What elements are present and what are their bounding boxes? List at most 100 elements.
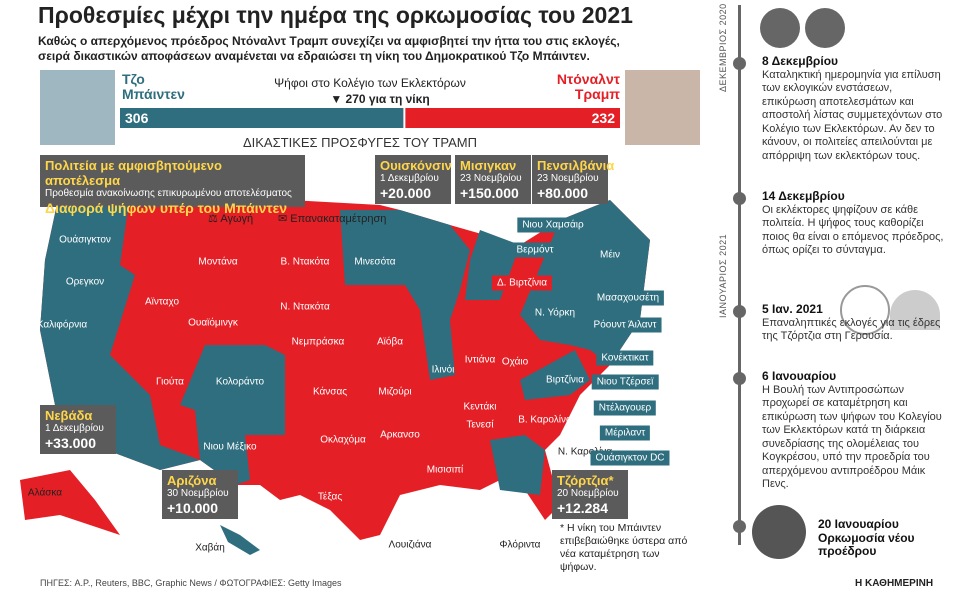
footnote: * Η νίκη του Μπάιντεν επιβεβαιώθηκε ύστε… [560,522,688,573]
month-label: ΔΕΚΕΜΒΡΙΟΣ 2020 [718,3,728,92]
state-label: Ιντιάνα [464,354,496,366]
state-label: Αρκανσο [380,429,420,441]
state-label: Αϊνταχο [144,296,180,308]
state-label: Ντέλαγουερ [593,400,657,416]
presidential-seal [752,505,806,559]
contested-margin: +20.000 [380,185,431,201]
state-label: Νιου Τζέρσεϊ [591,374,659,390]
timeline-event: 14 Δεκεμβρίου Οι εκλέκτορες ψηφίζουν σε κ… [762,189,947,258]
state-label: Μιζούρι [378,386,412,398]
state-label: Ουαϊόμινγκ [188,317,238,329]
key-title: Πολιτεία με αμφισβητούμενο αποτέλεσμα [45,158,222,188]
event-date: 20 Ιανουαρίου [818,517,899,531]
key-deadline: Προθεσμία ανακοίνωσης επικυρωμένου αποτε… [45,188,292,199]
state-label: Μινεσότα [354,256,396,268]
timeline-event: 6 Ιανουαρίου Η Βουλή των Αντιπροσώπων προ… [762,369,947,492]
contested-deadline: 20 Νοεμβρίου [557,488,619,499]
state-label: Ουάσιγκτον DC [590,450,670,466]
key-box: Πολιτεία με αμφισβητούμενο αποτέλεσμα Πρ… [40,155,305,216]
map-west [40,190,200,470]
lawsuit-icon [760,8,800,48]
timeline-dot [733,192,746,205]
state-label: Λουιζιάνα [388,539,432,551]
state-label: Ν. Ντακότα [280,301,330,313]
contested-box: Αριζόνα 30 Νοεμβρίου +10.000 [162,470,238,519]
state-label: Γιούτα [156,376,184,388]
contested-deadline: 30 Νοεμβρίου [167,488,229,499]
key-recount-label: Επανακαταμέτρηση [290,213,387,225]
contested-margin: +33.000 [45,435,96,451]
tally-caption: Ψήφοι στο Κολέγιο των Εκλεκτόρων [274,76,466,90]
contested-state: Πενσιλβάνια [537,158,615,173]
map-georgia [490,435,545,495]
event-text: Η Βουλή των Αντιπροσώπων προχωρεί σε κατ… [762,383,942,491]
contested-box: Τζόρτζια* 20 Νοεμβρίου +12.284 [552,470,628,519]
state-label: Αϊόβα [377,336,403,348]
contested-state: Μισιγκαν [460,158,517,173]
state-label: Μασαχουσέτη [591,290,665,306]
contested-box: Πενσιλβάνια 23 Νοεμβρίου +80.000 [532,155,615,204]
key-recount: ✉ Επανακαταμέτρηση [278,213,387,225]
contested-deadline: 23 Νοεμβρίου [537,173,599,184]
state-label: Β. Καρολίνα [518,414,572,426]
state-label: Καλιφόρνια [36,319,88,331]
event-text: Ορκωμοσία νέου προέδρου [818,530,915,558]
state-label: Αλάσκα [27,487,63,499]
timeline-event: 20 Ιανουαρίου Ορκωμοσία νέου προέδρου [818,517,938,559]
event-date: 6 Ιανουαρίου [762,369,837,383]
state-label: Ουάσιγκτον [59,234,111,246]
month-label: ΙΑΝΟΥΑΡΙΟΣ 2021 [718,233,728,318]
key-lawsuit-label: Αγωγή [220,213,254,225]
contested-margin: +150.000 [460,185,519,201]
seal-icon [840,285,890,335]
trump-bar [405,108,620,128]
state-label: Ορεγκον [65,276,105,288]
state-label: Κονέκτικατ [596,350,654,366]
biden-bar [120,108,404,128]
timeline-event: 5 Ιαν. 2021 Επαναληπτικές εκλογές για τις… [762,302,947,344]
state-label: Βιρτζίνια [546,374,584,386]
event-text: Οι εκλέκτορες ψηφίζουν σε κάθε πολιτεία.… [762,203,944,257]
state-label: Μοντάνα [198,256,238,268]
event-date: 8 Δεκεμβρίου [762,54,839,68]
contested-deadline: 23 Νοεμβρίου [460,173,522,184]
event-text: Επαναληπτικές εκλογές για τις έδρες της … [762,316,941,343]
contested-margin: +12.284 [557,500,608,516]
source: ΠΗΓΕΣ: A.P., Reuters, BBC, Graphic News … [40,578,342,588]
contested-state: Αριζόνα [167,473,217,488]
contested-state: Τζόρτζια* [557,473,614,488]
map-alaska [20,470,120,535]
state-label: Μισισιπί [426,464,464,476]
contested-box: Ουισκόνσιν 1 Δεκεμβρίου +20.000 [375,155,452,204]
state-label: Ιλινόι [431,364,455,376]
state-label: Ν. Καρολίνα [557,446,613,458]
timeline-event: 8 Δεκεμβρίου Καταληκτική ημερομηνία για ε… [762,54,947,163]
state-label: Κολοράντο [215,376,265,388]
state-label: Νιου Χαμσάιρ [517,217,589,233]
contested-deadline: 1 Δεκεμβρίου [380,173,439,184]
biden-photo [40,70,115,145]
contested-state: Ουισκόνσιν [380,158,452,173]
timeline-dot [733,57,746,70]
biden-name: Τζο Μπάιντεν [122,71,185,102]
event-date: 14 Δεκεμβρίου [762,189,845,203]
map-southwest [180,345,285,485]
state-label: Οχάιο [501,356,529,368]
event-text: Καταληκτική ημερομηνία για επίλυση των ε… [762,68,943,162]
state-label: Φλόριντα [499,539,541,551]
key-lawsuit: ⚖ Αγωγή [208,213,254,225]
state-label: Κεντάκι [463,401,497,413]
contested-deadline: 1 Δεκεμβρίου [45,423,104,434]
map-virginia [520,350,590,400]
contested-state: Νεβάδα [45,408,93,423]
state-label: Ρόουντ Άιλαντ [588,317,662,333]
contested-box: Μισιγκαν 23 Νοεμβρίου +150.000 [455,155,531,204]
subtitle: Καθώς ο απερχόμενος πρόεδρος Ντόναλντ Τρ… [38,34,620,63]
title: Προθεσμίες μέχρι την ημέρα της ορκωμοσία… [38,2,633,28]
key-margin: Διαφορά ψήφων υπέρ του Μπάιντεν [45,200,288,216]
tally-bar: 306 232 [120,108,620,128]
section-title: ΔΙΚΑΣΤΙΚΕΣ ΠΡΟΣΦΥΓΕΣ ΤΟΥ ΤΡΑΜΠ [242,135,478,150]
timeline-dot [733,305,746,318]
state-label: Οκλαχόμα [320,434,366,446]
